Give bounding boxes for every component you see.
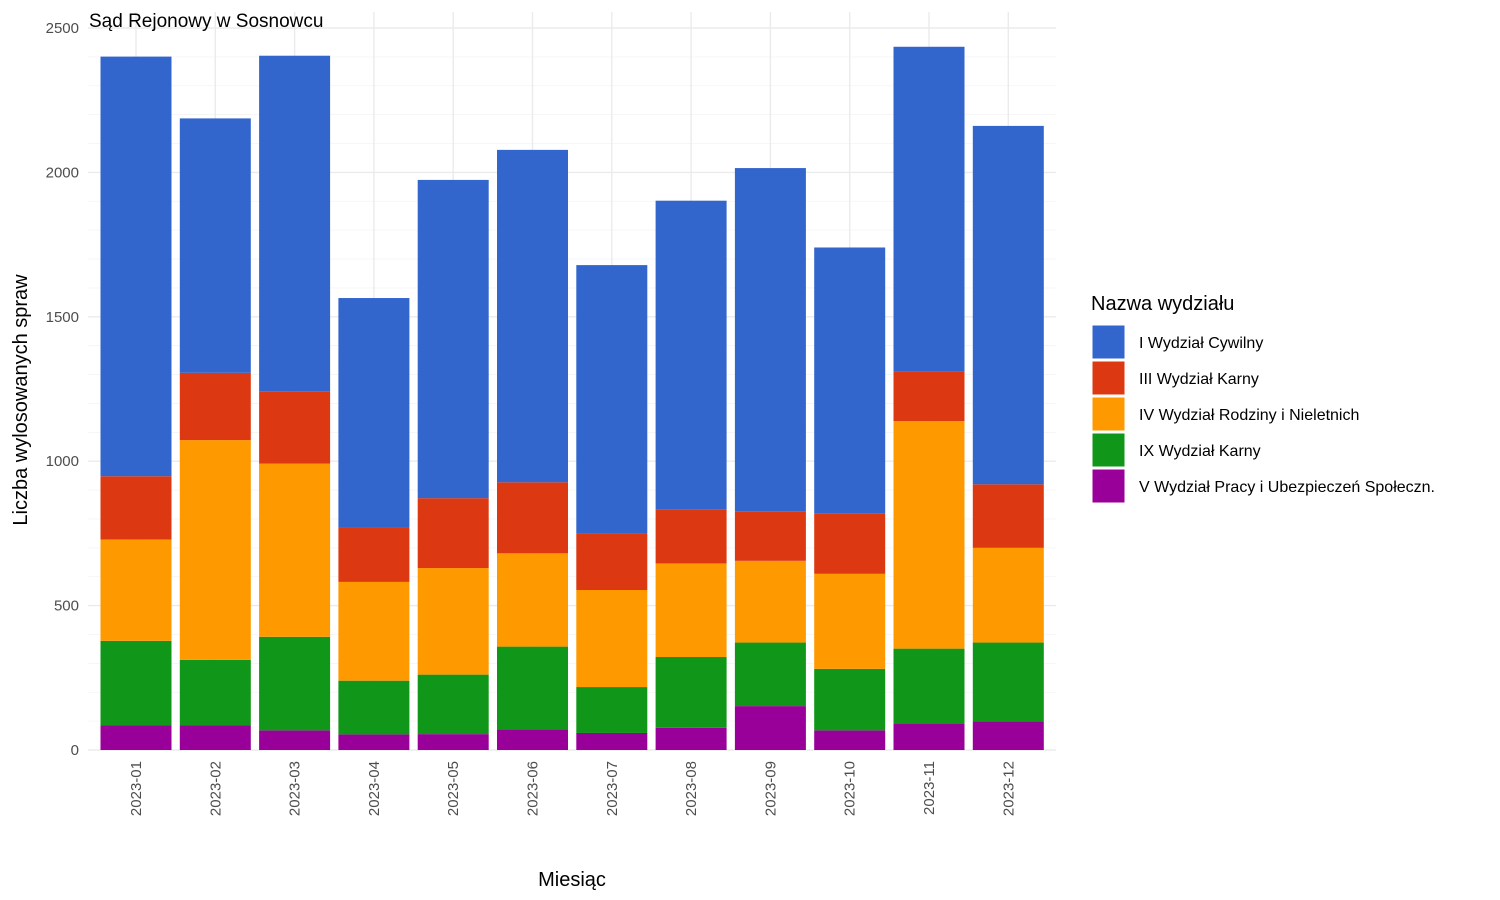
bar-segment <box>972 484 1044 548</box>
legend: Nazwa wydziału I Wydział Cywilny III Wydz… <box>1091 293 1435 504</box>
x-tick-label: 2023-05 <box>445 761 462 816</box>
x-tick-label: 2023-08 <box>683 761 700 816</box>
bar-segment <box>814 668 886 731</box>
bar-segment <box>497 553 568 647</box>
legend-swatch <box>1091 468 1126 504</box>
bar-segment <box>972 721 1044 750</box>
bar-segment <box>893 648 965 725</box>
x-axis-title: Miesiąc <box>538 869 606 891</box>
bar-segment <box>259 391 331 464</box>
bar-segment <box>179 372 251 441</box>
bar-segment <box>179 659 251 726</box>
bars <box>100 46 1044 750</box>
bar-segment <box>655 657 727 728</box>
bar-segment <box>972 125 1044 485</box>
legend-swatch <box>1091 360 1126 396</box>
y-axis-title: Liczba wylosowanych spraw <box>10 274 32 526</box>
y-tick-label: 500 <box>54 598 79 615</box>
legend-swatch <box>1091 432 1126 468</box>
bar-segment <box>734 511 806 561</box>
bar-segment <box>893 371 965 422</box>
legend-label: I Wydział Cywilny <box>1139 335 1263 352</box>
x-tick-label: 2023-10 <box>842 761 859 816</box>
bar-segment <box>179 725 251 750</box>
bar-segment <box>100 539 172 641</box>
bar-segment <box>338 527 410 582</box>
bar-segment <box>338 734 410 750</box>
bar-segment <box>417 179 489 499</box>
y-tick-label: 1500 <box>46 309 79 326</box>
bar-segment <box>259 636 331 731</box>
legend-swatch <box>1091 324 1126 360</box>
bar-segment <box>655 563 727 658</box>
y-tick-label: 0 <box>71 742 79 759</box>
bar-segment <box>576 265 648 534</box>
bar-segment <box>338 581 410 681</box>
x-tick-label: 2023-09 <box>762 761 779 816</box>
bar-segment <box>417 734 489 750</box>
bar-segment <box>734 560 806 643</box>
bar-segment <box>972 642 1044 722</box>
bar-segment <box>338 298 410 528</box>
bar-segment <box>497 729 568 750</box>
bar-segment <box>576 533 648 591</box>
bar-segment <box>179 118 251 373</box>
bar-segment <box>497 482 568 554</box>
x-tick-labels: 2023-01 2023-02 2023-03 2023-04 2023-05 2023-… <box>128 761 1017 816</box>
bar-segment <box>338 680 410 735</box>
bar-segment <box>179 440 251 660</box>
bar-segment <box>814 573 886 669</box>
bar-segment <box>100 56 172 477</box>
bar-segment <box>417 568 489 675</box>
x-tick-label: 2023-01 <box>128 761 145 816</box>
bar-segment <box>972 547 1044 643</box>
x-tick-label: 2023-06 <box>525 761 542 816</box>
legend-label: V Wydział Pracy i Ubezpieczeń Społeczn. <box>1139 479 1435 496</box>
x-tick-label: 2023-02 <box>207 761 224 816</box>
bar-segment <box>734 168 806 512</box>
bar-segment <box>893 421 965 649</box>
bar-segment <box>417 498 489 569</box>
bar-segment <box>814 247 886 514</box>
bar-segment <box>893 46 965 372</box>
bar-segment <box>497 646 568 730</box>
bar-segment <box>100 476 172 540</box>
bar-segment <box>734 706 806 750</box>
y-tick-label: 2500 <box>46 20 79 37</box>
bar-segment <box>259 730 331 750</box>
bar-segment <box>576 590 648 688</box>
bar-segment <box>734 642 806 707</box>
chart-title: Sąd Rejonowy w Sosnowcu <box>89 11 323 32</box>
bar-segment <box>814 730 886 750</box>
bar-segment <box>100 640 172 726</box>
x-tick-label: 2023-03 <box>287 761 304 816</box>
legend-label: IV Wydział Rodziny i Nieletnich <box>1139 407 1359 424</box>
legend-label: III Wydział Karny <box>1139 371 1259 388</box>
bar-segment <box>417 674 489 735</box>
x-tick-label: 2023-04 <box>366 761 383 816</box>
bar-segment <box>576 732 648 750</box>
bar-segment <box>497 149 568 483</box>
bar-segment <box>893 724 965 750</box>
legend-swatch <box>1091 396 1126 432</box>
bar-segment <box>100 725 172 750</box>
bar-segment <box>814 513 886 574</box>
y-tick-label: 1000 <box>46 453 79 470</box>
x-tick-label: 2023-12 <box>1000 761 1017 816</box>
bar-segment <box>259 55 331 392</box>
x-tick-label: 2023-11 <box>921 761 938 815</box>
bar-segment <box>259 463 331 637</box>
bar-segment <box>655 509 727 564</box>
bar-segment <box>655 200 727 510</box>
y-tick-label: 2000 <box>46 164 79 181</box>
y-tick-labels: 0 500 1000 1500 2000 2500 <box>46 20 79 759</box>
x-tick-label: 2023-07 <box>604 761 621 816</box>
legend-title: Nazwa wydziału <box>1091 293 1234 315</box>
bar-segment <box>576 687 648 733</box>
bar-segment <box>655 727 727 750</box>
legend-label: IX Wydział Karny <box>1139 443 1261 460</box>
